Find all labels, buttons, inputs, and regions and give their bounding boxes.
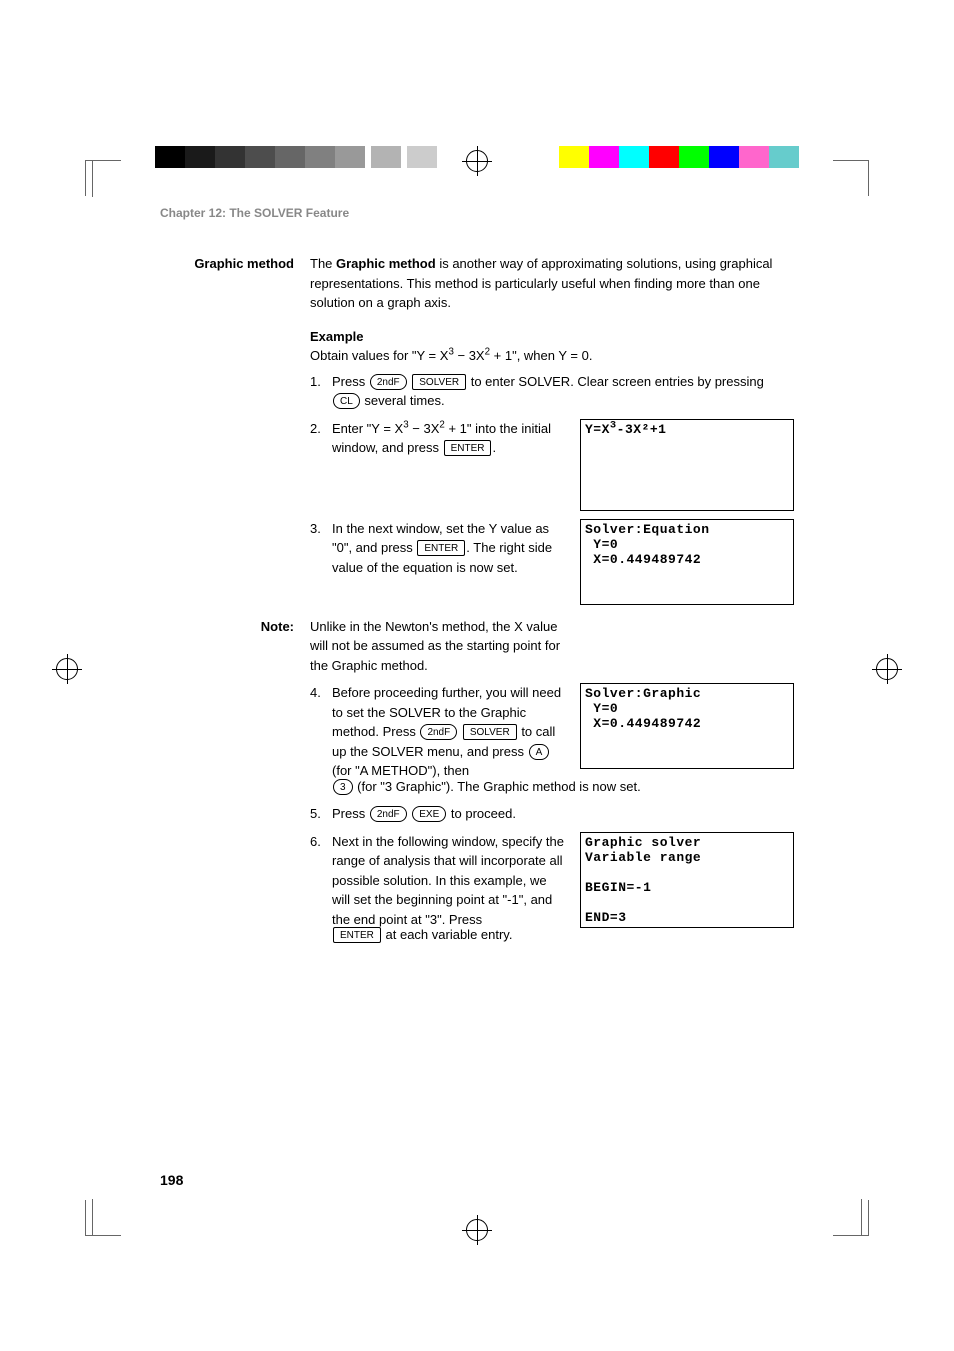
section-label: Graphic method <box>160 254 310 313</box>
note-label: Note: <box>160 617 310 953</box>
chapter-heading: Chapter 12: The SOLVER Feature <box>160 204 794 222</box>
step-number: 5. <box>310 804 332 824</box>
step-4: 4. Before proceeding further, you will n… <box>310 683 794 796</box>
crop-mark <box>85 160 121 196</box>
step-number: 3. <box>310 519 332 539</box>
key-enter: ENTER <box>444 440 492 456</box>
registration-mark-right <box>876 658 898 686</box>
registration-mark-top <box>466 150 488 178</box>
intro-paragraph: The Graphic method is another way of app… <box>310 254 794 313</box>
color-bar <box>559 146 799 168</box>
key-cl: CL <box>333 393 360 409</box>
calc-screen-solver-graphic: Solver:Graphic Y=0 X=0.449489742 <box>580 683 794 769</box>
calc-screen-equation: Y=X3-3X²+1 <box>580 419 794 511</box>
step-number: 1. <box>310 372 332 392</box>
note-text: Unlike in the Newton's method, the X val… <box>310 617 568 676</box>
key-solver: SOLVER <box>463 724 517 740</box>
step-6-text-a: Next in the following window, specify th… <box>332 832 568 930</box>
registration-mark-left <box>56 658 78 686</box>
key-enter: ENTER <box>417 540 465 556</box>
page-number: 198 <box>160 1170 183 1191</box>
key-3: 3 <box>333 779 353 795</box>
calc-screen-solver-equation: Solver:Equation Y=0 X=0.449489742 <box>580 519 794 605</box>
step-1: 1. Press 2ndF SOLVER to enter SOLVER. Cl… <box>310 372 794 411</box>
key-2ndf: 2ndF <box>420 724 457 740</box>
example-label: Example <box>310 327 794 347</box>
crop-mark <box>833 160 869 196</box>
step-6: 6. Next in the following window, specify… <box>310 832 794 945</box>
crop-mark <box>833 1200 869 1236</box>
intro-prefix: The <box>310 256 336 271</box>
grayscale-bar <box>155 146 437 168</box>
step-5: 5. Press 2ndF EXE to proceed. <box>310 804 794 824</box>
key-enter: ENTER <box>333 927 381 943</box>
example-text: Obtain values for "Y = X3 − 3X2 + 1", wh… <box>310 346 794 366</box>
key-exe: EXE <box>412 806 446 822</box>
calc-screen-range: Graphic solver Variable range BEGIN=-1 E… <box>580 832 794 928</box>
step-3: 3. In the next window, set the Y value a… <box>310 519 794 605</box>
registration-mark-bottom <box>466 1219 488 1247</box>
page-content: Chapter 12: The SOLVER Feature Graphic m… <box>160 204 794 1181</box>
key-a: A <box>529 744 550 760</box>
crop-mark <box>85 1200 121 1236</box>
key-solver: SOLVER <box>412 374 466 390</box>
step-number: 4. <box>310 683 332 703</box>
key-2ndf: 2ndF <box>370 374 407 390</box>
step-number: 6. <box>310 832 332 852</box>
key-2ndf: 2ndF <box>370 806 407 822</box>
intro-bold: Graphic method <box>336 256 436 271</box>
step-2: 2. Enter "Y = X3 − 3X2 + 1" into the ini… <box>310 419 794 511</box>
step-number: 2. <box>310 419 332 439</box>
